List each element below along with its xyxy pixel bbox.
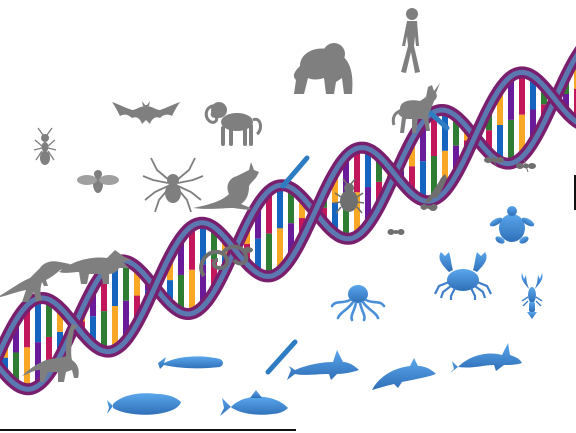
dna-evolution-illustration <box>0 0 576 433</box>
